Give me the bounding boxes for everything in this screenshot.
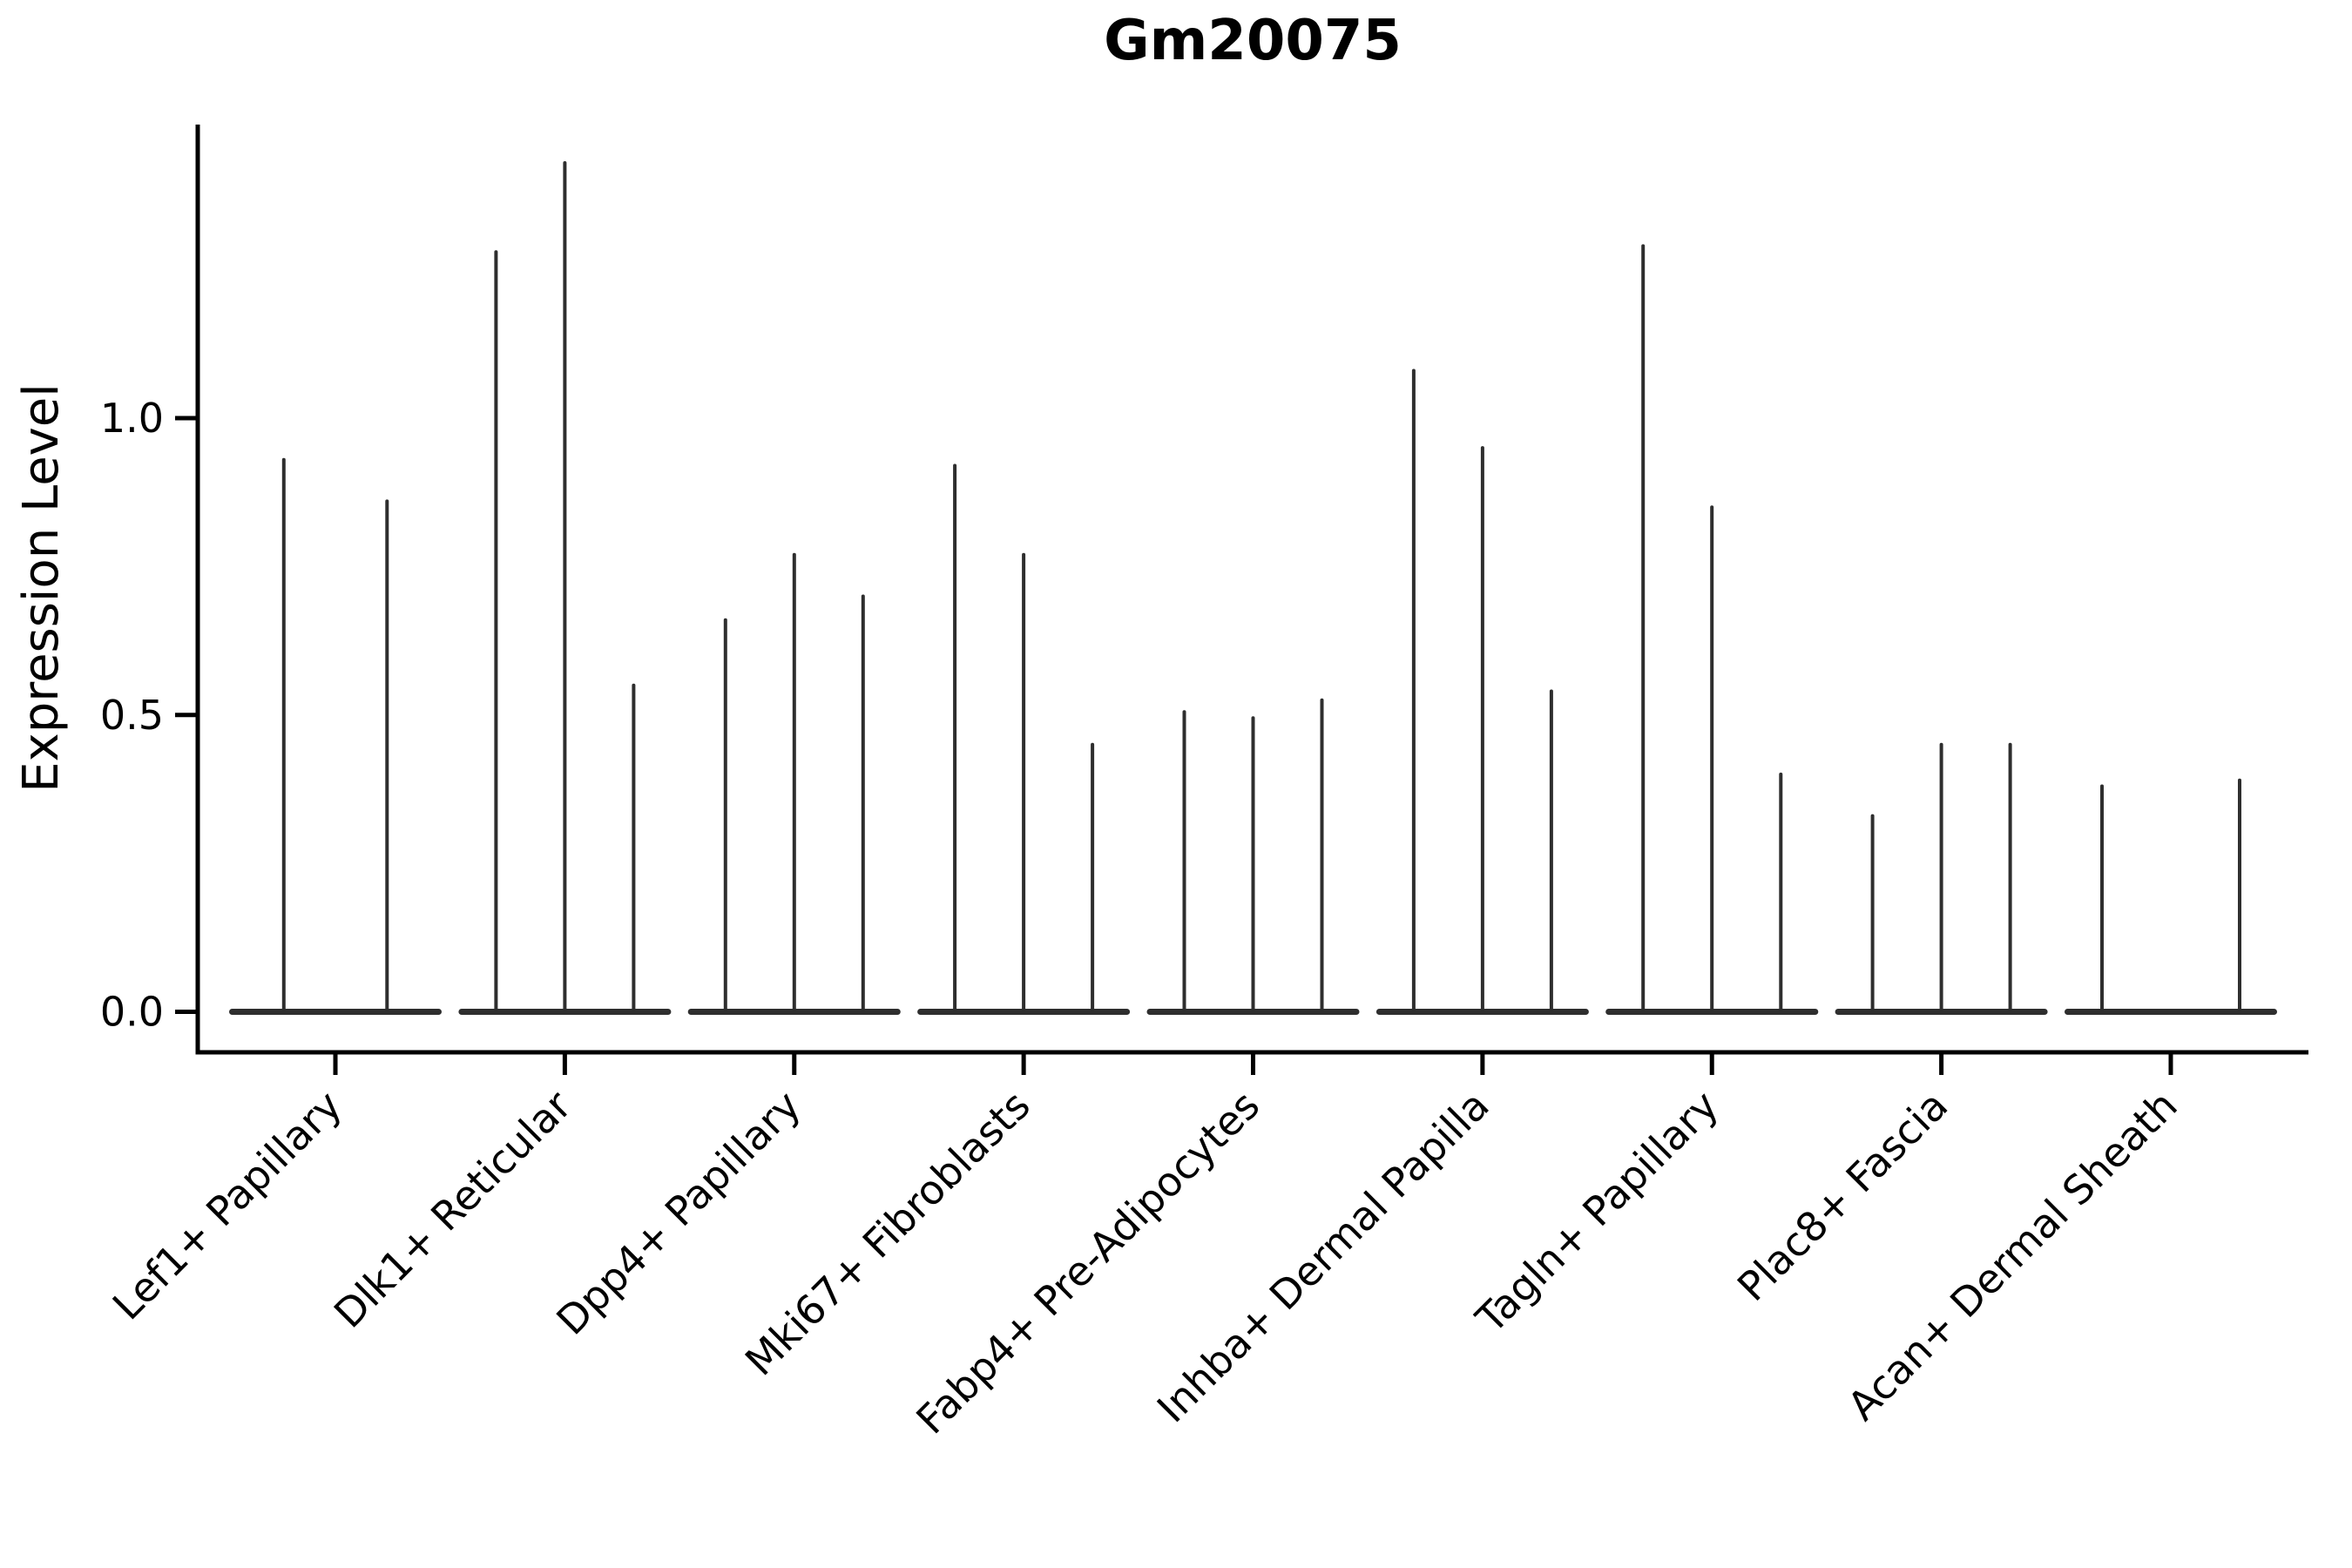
x-tick-label: Tagln+ Papillary bbox=[1466, 1082, 1727, 1343]
violin-group bbox=[687, 552, 901, 1015]
y-axis-label: Expression Level bbox=[13, 383, 70, 793]
violin-group bbox=[458, 161, 672, 1015]
violins-layer bbox=[229, 161, 2277, 1015]
violin-group bbox=[1375, 368, 1589, 1015]
violin-group bbox=[1146, 698, 1360, 1015]
violin-group bbox=[2065, 778, 2277, 1015]
y-tick-label: 1.0 bbox=[100, 395, 164, 442]
y-tick-label: 0.0 bbox=[100, 989, 164, 1036]
chart-title: Gm20075 bbox=[1104, 9, 1402, 73]
violin-group bbox=[1835, 742, 2048, 1015]
violin-group bbox=[917, 463, 1131, 1015]
violin-group bbox=[229, 457, 442, 1015]
violin-group bbox=[1605, 244, 1819, 1015]
y-tick-label: 0.5 bbox=[100, 692, 164, 739]
x-tick-label: Plac8+ Fascia bbox=[1728, 1082, 1957, 1310]
x-tick-label: Dlk1+ Reticular bbox=[325, 1082, 580, 1337]
x-tick-label: Dpp4+ Papillary bbox=[547, 1082, 809, 1344]
x-tick-label: Lef1+ Papillary bbox=[104, 1082, 351, 1329]
